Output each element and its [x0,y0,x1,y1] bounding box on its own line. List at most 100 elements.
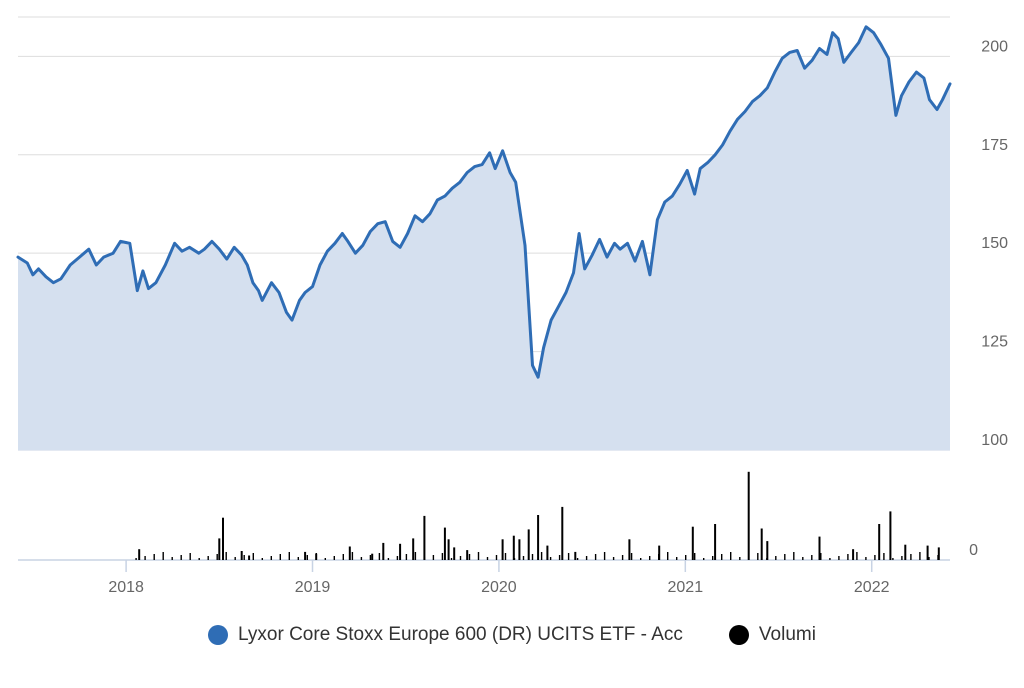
y-tick-label-150: 150 [981,235,1008,252]
price-point-34 [270,282,273,284]
volume-bar [443,527,446,560]
volume-minor-bar [856,552,858,560]
price-point-6 [60,278,62,280]
price-point-24 [203,248,205,250]
price-point-120 [887,57,890,59]
x-tick-label-2021: 2021 [668,579,704,596]
price-point-27 [226,258,228,260]
x-tick-label-2019: 2019 [295,579,331,596]
volume-minor-bar [243,555,245,560]
volume-minor-bar [901,556,903,560]
volume-minor-bar [820,553,822,560]
volume-minor-bar [261,558,263,560]
price-point-123 [908,81,910,83]
line-layer [16,25,952,379]
volume-minor-bar [162,552,164,560]
price-point-15 [136,290,138,292]
legend-dot-etf-icon [208,625,229,645]
price-point-40 [311,286,314,288]
volume-minor-bar [667,552,669,560]
price-point-39 [304,291,306,294]
volume-bar [371,553,374,560]
price-point-38 [298,299,301,301]
volume-minor-bar [207,556,209,560]
price-point-25 [211,240,213,242]
volume-minor-bar [603,552,606,560]
price-point-23 [198,252,200,254]
volume-minor-bar [153,554,155,560]
price-point-12 [112,252,114,254]
price-point-61 [466,171,468,174]
price-point-20 [174,242,176,244]
price-point-28 [233,246,235,248]
price-point-116 [858,42,860,44]
volume-minor-bar [441,553,444,560]
price-point-85 [634,260,636,262]
volume-minor-bar [315,553,317,560]
volume-bar [852,549,855,560]
volume-bar [501,539,504,560]
price-point-4 [45,276,47,278]
volume-minor-bar [730,552,732,560]
volume-minor-bar [306,555,308,560]
price-point-70 [531,364,534,366]
volume-bar [561,506,564,560]
price-point-126 [928,99,931,101]
y-tick-label-175: 175 [981,137,1008,154]
price-point-94 [699,168,701,170]
volume-minor-bar [567,553,570,560]
price-point-103 [766,87,768,89]
volume-minor-bar [522,556,525,560]
price-point-112 [832,32,834,34]
price-point-97 [722,144,724,146]
price-point-43 [334,242,336,244]
volume-minor-bar [486,557,489,560]
volume-minor-bar [297,557,299,560]
volume-minor-bar [811,555,813,560]
price-point-79 [591,254,593,256]
price-point-82 [613,242,616,244]
volume-bar [574,551,577,560]
price-point-55 [421,221,424,223]
volume-bar [760,528,763,560]
volume-bar [904,544,907,560]
price-point-0 [17,256,19,258]
y-tick-label-125: 125 [981,334,1008,351]
volume-minor-bar [198,558,200,560]
price-line [16,25,952,379]
legend: Lyxor Core Stoxx Europe 600 (DR) UCITS E… [0,624,1024,646]
price-point-74 [558,305,560,307]
volume-bar [546,545,549,560]
price-point-49 [377,223,379,225]
price-point-68 [515,181,517,183]
price-point-11 [103,256,105,258]
price-area [18,26,950,451]
volume-bar [453,547,456,560]
price-point-51 [392,240,394,242]
volume-minor-bar [540,552,543,560]
volume-bar [766,541,769,560]
x-tick-label-2020: 2020 [481,579,517,596]
volume-minor-bar [423,557,426,560]
price-point-114 [843,61,845,63]
price-point-76 [572,272,575,274]
volume-minor-bar [703,558,705,560]
volume-bar [527,529,530,560]
volume-minor-bar [360,557,363,560]
volume-minor-bar [612,557,615,560]
legend-item-etf[interactable]: Lyxor Core Stoxx Europe 600 (DR) UCITS E… [208,624,683,646]
volume-bar [714,524,717,560]
price-point-37 [291,319,293,321]
volume-bar [304,551,307,560]
price-point-50 [384,221,386,223]
legend-item-volumi[interactable]: Volumi [728,624,816,646]
volume-bar [399,543,402,560]
volume-minor-bar [757,553,759,560]
volume-bar [937,547,940,560]
volume-layer [135,471,940,560]
volume-minor-bar [351,552,354,560]
volume-minor-bar [450,558,453,560]
area-layer [18,26,950,451]
legend-label-etf: Lyxor Core Stoxx Europe 600 (DR) UCITS E… [238,624,683,645]
